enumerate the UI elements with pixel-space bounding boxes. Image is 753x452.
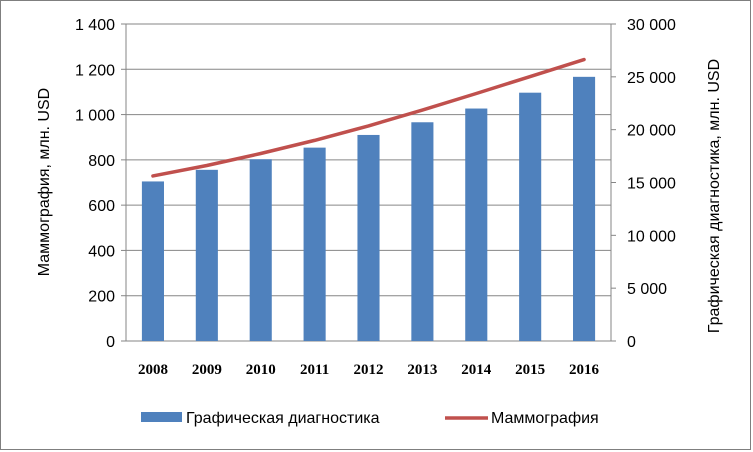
left-axis-title: Маммография, млн. USD xyxy=(36,88,53,276)
line-series xyxy=(151,57,586,178)
bar xyxy=(141,181,164,341)
x-tick-label: 2016 xyxy=(569,362,600,378)
x-tick-label: 2010 xyxy=(246,362,276,378)
x-tick-label: 2012 xyxy=(354,362,384,378)
right-axis-title: Графическая диагностика, млн. USD xyxy=(706,59,723,333)
bar xyxy=(411,122,434,342)
right-tick-label: 20 000 xyxy=(627,123,676,140)
series-line xyxy=(151,57,586,178)
left-tick-label: 0 xyxy=(106,334,115,351)
right-tick-label: 5 000 xyxy=(627,281,667,298)
right-axis-ticks: 0 5 000 10 000 15 000 20 000 25 000 30 000 xyxy=(611,17,676,351)
x-tick-label: 2009 xyxy=(192,362,222,378)
right-tick-label: 25 000 xyxy=(627,70,676,87)
left-tick-label: 200 xyxy=(88,289,115,306)
legend-line-label: Маммография xyxy=(491,410,599,427)
bar xyxy=(195,169,218,341)
x-tick-label: 2008 xyxy=(138,362,168,378)
right-tick-label: 30 000 xyxy=(627,17,676,34)
bar xyxy=(465,108,488,342)
left-tick-label: 1 400 xyxy=(75,17,115,34)
bar xyxy=(519,92,542,341)
bar xyxy=(249,159,272,341)
left-tick-label: 1 000 xyxy=(75,108,115,125)
legend: Графическая диагностика Маммография xyxy=(141,410,599,427)
right-tick-label: 10 000 xyxy=(627,228,676,245)
bar-series xyxy=(141,76,596,342)
left-axis-ticks: 0 200 400 600 800 1 000 1 200 1 400 xyxy=(75,17,126,351)
legend-bar-swatch xyxy=(141,412,182,422)
bar xyxy=(357,134,380,341)
bar xyxy=(303,147,326,341)
legend-bar-label: Графическая диагностика xyxy=(186,410,380,427)
left-tick-label: 600 xyxy=(88,198,115,215)
left-tick-label: 400 xyxy=(88,243,115,260)
left-tick-label: 800 xyxy=(88,153,115,170)
x-tick-label: 2011 xyxy=(300,362,329,378)
x-tick-label: 2014 xyxy=(461,362,492,378)
bar xyxy=(573,76,596,341)
right-tick-label: 15 000 xyxy=(627,176,676,193)
x-tick-label: 2015 xyxy=(515,362,545,378)
x-axis-ticks: 2008 2009 2010 2011 2012 2013 2014 2015 2016 xyxy=(138,362,600,378)
left-tick-label: 1 200 xyxy=(75,62,115,79)
x-tick-label: 2013 xyxy=(407,362,437,378)
right-tick-label: 0 xyxy=(627,334,636,351)
